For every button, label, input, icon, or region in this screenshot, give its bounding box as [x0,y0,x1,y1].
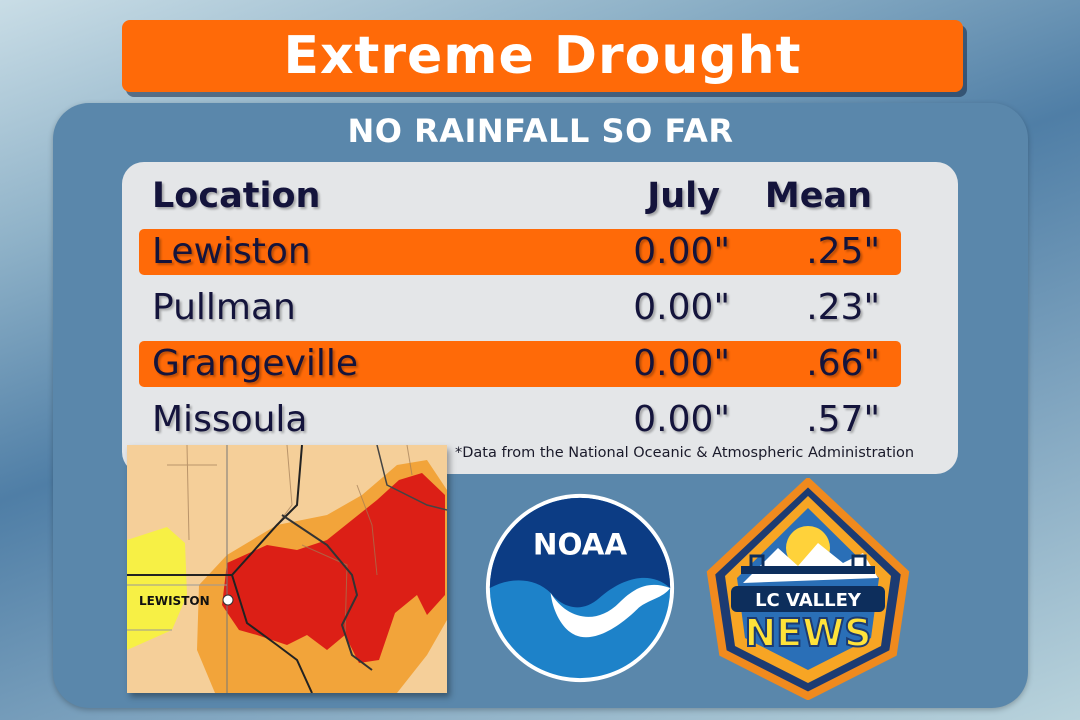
header-mean: Mean [764,176,872,216]
table-row-july: 0.00" [633,231,730,272]
noaa-logo: NOAA [485,493,675,683]
drought-map: LEWISTON [127,445,447,693]
lc-valley-news-logo: LC VALLEY NEWS [706,478,910,700]
table-row-location: Grangeville [152,343,359,384]
table-row-mean: .57" [806,399,880,440]
noaa-text: NOAA [533,528,628,562]
header-july: July [647,176,720,216]
table-row-mean: .66" [806,343,880,384]
table-row-mean: .23" [806,287,880,328]
table-row-july: 0.00" [633,287,730,328]
table-row-mean: .25" [806,231,880,272]
page-title: Extreme Drought [283,26,802,86]
row-highlight [139,341,901,387]
header-location: Location [152,176,321,216]
title-banner: Extreme Drought [122,20,963,92]
table-row-july: 0.00" [633,343,730,384]
table-row-location: Lewiston [152,231,311,272]
rainfall-table [122,162,958,474]
row-highlight [139,229,901,275]
subtitle: NO RAINFALL SO FAR [347,112,734,150]
news-text: NEWS [744,611,871,655]
map-city-label: LEWISTON [139,594,210,608]
table-row-location: Missoula [152,399,308,440]
data-source-footnote: *Data from the National Oceanic & Atmosp… [455,445,915,461]
table-row-location: Pullman [152,287,296,328]
lc-valley-text: LC VALLEY [755,590,862,611]
table-row-july: 0.00" [633,399,730,440]
